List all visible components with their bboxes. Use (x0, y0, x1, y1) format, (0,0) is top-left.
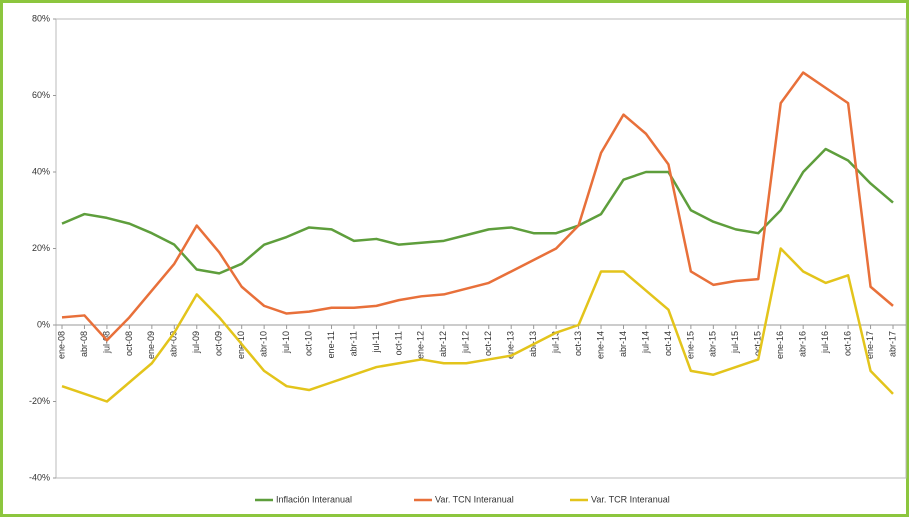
x-tick-label: abr-09 (169, 331, 179, 357)
x-tick-label: ene-17 (865, 331, 875, 359)
x-tick-label: jul-14 (640, 331, 650, 354)
x-tick-label: jul-08 (101, 331, 111, 354)
x-tick-label: jul-16 (820, 331, 830, 354)
x-tick-label: ene-16 (775, 331, 785, 359)
x-tick-label: abr-11 (348, 331, 358, 356)
y-tick-label: -40% (29, 472, 50, 482)
y-tick-label: 60% (32, 90, 50, 100)
x-tick-label: ene-14 (595, 331, 605, 359)
x-tick-label: jul-09 (191, 331, 201, 354)
x-tick-label: oct-13 (573, 331, 583, 356)
x-tick-label: oct-08 (124, 331, 134, 356)
x-tick-label: ene-13 (506, 331, 516, 359)
x-tick-label: ene-08 (56, 331, 66, 359)
series-line (61, 147, 894, 275)
x-tick-label: oct-14 (663, 331, 673, 356)
x-tick-label: jul-15 (730, 331, 740, 354)
x-tick-label: abr-15 (708, 331, 718, 357)
x-tick-label: oct-09 (214, 331, 224, 356)
x-tick-label: abr-16 (798, 331, 808, 357)
y-tick-label: 0% (37, 319, 50, 329)
x-tick-label: abr-17 (887, 331, 897, 357)
y-tick-label: 80% (32, 13, 50, 23)
x-tick-label: oct-15 (753, 331, 763, 356)
x-tick-label: abr-12 (438, 331, 448, 357)
legend-label: Inflación Interanual (276, 494, 352, 504)
x-tick-label: ene-11 (326, 331, 336, 358)
x-tick-label: jul-10 (281, 331, 291, 354)
x-tick-label: jul-13 (550, 331, 560, 354)
y-tick-label: 40% (32, 166, 50, 176)
x-tick-label: abr-10 (259, 331, 269, 357)
x-tick-label: jul-12 (461, 331, 471, 354)
series-line (61, 71, 894, 342)
legend-label: Var. TCR Interanual (591, 494, 670, 504)
y-tick-label: 20% (32, 243, 50, 253)
x-tick-label: abr-08 (79, 331, 89, 357)
x-tick-label: abr-14 (618, 331, 628, 357)
x-tick-label: oct-12 (483, 331, 493, 356)
x-tick-label: oct-16 (842, 331, 852, 356)
x-tick-label: oct-10 (303, 331, 313, 356)
legend-label: Var. TCN Interanual (435, 494, 514, 504)
y-tick-label: -20% (29, 396, 50, 406)
x-tick-label: ene-12 (416, 331, 426, 359)
x-tick-label: ene-15 (685, 331, 695, 359)
x-tick-label: ene-09 (146, 331, 156, 359)
series-line (61, 247, 894, 403)
x-tick-label: oct-11 (393, 331, 403, 355)
x-tick-label: jul-11 (371, 331, 381, 353)
